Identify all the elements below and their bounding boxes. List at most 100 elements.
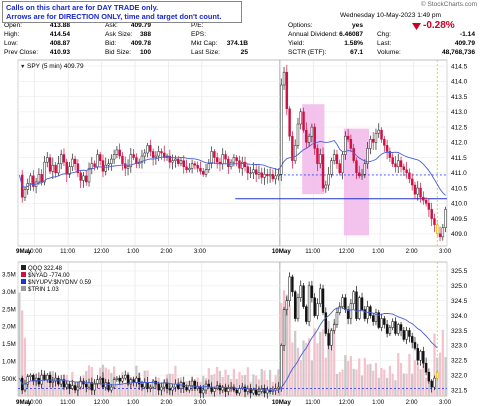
qqq-candle [391,321,394,328]
candle [243,161,247,167]
legend-entry: $NYUPV:$NYDNV 0.59 [28,280,92,286]
candle [305,129,308,143]
candle [280,84,283,175]
qqq-candle [110,386,113,391]
volume-bar [335,373,339,396]
volume-bar [288,305,291,396]
qqq-candle [32,374,35,382]
quote-label: Annual Dividend: [288,31,338,38]
qqq-candle [424,362,428,373]
candle [37,174,41,183]
volume-tick-label: 500K [2,376,17,383]
qqq-candle [29,374,32,377]
candle [59,154,63,164]
qqq-candle [419,351,422,361]
qqq-candle [202,389,205,394]
volume-bar [115,383,119,396]
volume-bar [399,363,403,396]
candle [118,149,121,157]
legend-entry: $NYAD -774.00 [28,273,70,279]
x-tick-label: 12:00 [94,248,110,255]
qqq-candle [90,382,94,391]
volume-bar [118,377,121,396]
qqq-candle [319,288,322,304]
qqq-candle [385,324,389,334]
quote-label: Ask: [105,22,118,29]
candle [98,154,102,161]
candle [422,196,425,201]
qqq-candle [124,374,127,379]
candle [188,167,191,171]
candle [441,227,445,238]
x-tick-label: 3:00 [439,248,452,255]
candle [324,184,328,189]
candle [327,174,330,186]
volume-bar [441,329,444,396]
volume-bar [268,369,272,396]
candle [154,155,158,158]
candle [408,172,411,180]
candle [46,157,49,163]
volume-bar [377,377,380,396]
candle [291,135,294,161]
candle [140,155,144,163]
qqq-candle [369,306,372,316]
candle [433,218,436,225]
volume-bar [294,330,297,396]
quote-value: 48,768,736 [441,49,475,56]
volume-bar [18,292,21,396]
candle [330,160,333,175]
candle [57,163,60,174]
candle [168,155,172,163]
candle [151,151,155,158]
volume-bar [402,373,405,396]
candle [341,154,344,174]
qqq-candle [76,386,80,391]
quote-label: Last Size: [191,49,220,56]
qqq-candle [107,382,110,391]
volume-bar [57,382,60,396]
volume-tick-label: 2.0M [2,324,16,331]
volume-bar [352,368,355,396]
qqq-candle [344,297,347,310]
x-tick-label: 2:00 [406,399,419,406]
qqq-candle [115,377,119,380]
candle [79,172,82,181]
candle [160,151,163,154]
quote-label: Open: [4,22,22,29]
candle [355,160,358,174]
qqq-candle [140,383,144,388]
candle [62,154,66,163]
qqq-candle [285,300,289,310]
volume-bar [383,369,386,396]
qqq-candle [249,388,252,394]
volume-tick-label: 2.5M [2,306,16,313]
x-tick-label: 11:00 [305,248,321,255]
y-tick-label: 412.0 [451,140,468,147]
qqq-candle [413,342,417,349]
candle [93,163,96,167]
volume-bar [344,355,347,396]
qqq-candle [277,386,280,389]
qqq-candle [185,386,188,391]
candle [319,154,322,164]
candle [344,135,347,155]
x-tick-label: 1:00 [127,399,140,406]
qqq-candle [85,383,88,388]
candle [388,151,392,158]
candle [249,172,252,174]
candle [254,169,258,175]
volume-bar [341,369,344,396]
qqq-candle [330,330,333,346]
quote-value: -1.14 [459,31,475,38]
qqq-candle [288,276,291,301]
candle [371,139,375,143]
quote-value: 414.54 [49,31,70,38]
candle [185,166,188,171]
candle [29,175,32,184]
candle [316,148,319,164]
candle [402,166,406,171]
candle [143,152,146,157]
qqq-candle [313,297,316,316]
volume-bar [321,329,325,396]
